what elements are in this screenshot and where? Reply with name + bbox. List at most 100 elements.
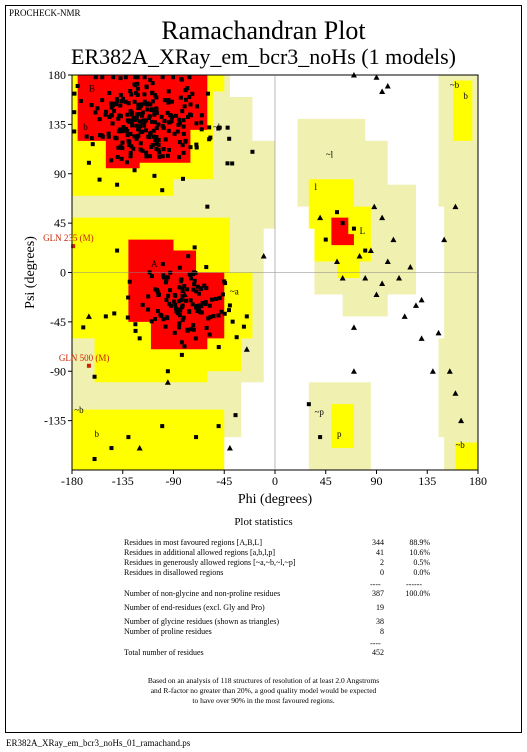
residue-point <box>138 112 143 117</box>
residue-point <box>152 173 157 178</box>
glycine-triangle <box>373 74 380 80</box>
residue-point <box>119 156 124 161</box>
residue-point <box>155 141 160 146</box>
residue-point <box>161 273 166 278</box>
residue-point <box>222 279 227 284</box>
residue-point <box>216 345 221 350</box>
residue-point <box>185 86 190 91</box>
residue-point <box>137 336 142 341</box>
statistics-row: Number of proline residues 8 <box>0 627 527 637</box>
residue-point <box>222 311 227 316</box>
glycine-triangle <box>350 368 357 374</box>
residue-point <box>92 374 97 379</box>
residue-point <box>123 75 128 80</box>
residue-point <box>216 126 221 131</box>
residue-point <box>154 95 159 100</box>
residue-point <box>363 248 368 253</box>
residue-point <box>162 119 167 124</box>
residue-point <box>115 155 120 160</box>
residue-point <box>198 310 203 315</box>
residue-point <box>129 144 134 149</box>
residue-point <box>177 265 182 270</box>
residue-point <box>193 336 198 341</box>
statistics-separator: ---- <box>370 639 381 648</box>
residue-point <box>165 110 170 115</box>
residue-point <box>225 161 230 166</box>
residue-point <box>197 303 202 308</box>
glycine-triangle <box>418 296 425 303</box>
residue-point <box>194 145 199 150</box>
residue-point <box>181 150 186 155</box>
residue-point <box>172 299 177 304</box>
residue-point <box>156 148 161 153</box>
residue-point <box>204 325 209 330</box>
residue-point <box>120 129 125 134</box>
region-label: ~b <box>450 80 460 90</box>
residue-point <box>156 122 161 127</box>
residue-point <box>160 262 165 267</box>
glycine-triangle <box>390 236 397 243</box>
residue-point <box>185 287 190 292</box>
residue-point <box>132 134 137 139</box>
residue-point <box>194 303 199 308</box>
residue-point <box>128 154 133 159</box>
residue-point <box>182 104 187 109</box>
residue-point <box>190 91 195 96</box>
residue-point <box>179 277 184 282</box>
x-tick-label: -135 <box>112 474 134 488</box>
statistics-heading: Plot statistics <box>234 516 293 528</box>
residue-point <box>165 316 170 321</box>
x-tick-label: 45 <box>320 474 332 488</box>
glycine-triangle <box>418 335 425 341</box>
residue-point <box>180 286 185 291</box>
residue-point <box>165 369 170 374</box>
region-label: ~b <box>213 122 223 132</box>
residue-point <box>135 86 140 91</box>
residue-point <box>153 287 158 292</box>
residue-point <box>145 107 150 112</box>
residue-point <box>139 103 144 108</box>
residue-point <box>181 131 186 136</box>
x-tick-label: -180 <box>61 474 83 488</box>
residue-point <box>188 102 193 107</box>
residue-point <box>110 103 115 108</box>
statistics-note: Based on an analysis of 118 structures o… <box>0 676 527 706</box>
residue-point <box>157 150 162 155</box>
residue-point <box>146 294 151 299</box>
statistics-separator: ---- <box>370 580 381 589</box>
residue-point <box>112 101 117 106</box>
residue-point <box>194 142 199 147</box>
residue-point <box>186 254 191 259</box>
residue-point <box>156 137 161 142</box>
residue-point <box>78 98 83 103</box>
residue-point <box>340 221 345 226</box>
footer-filename: ER382A_XRay_em_bcr3_noHs_01_ramachand.ps <box>6 738 191 748</box>
residue-point <box>151 134 156 139</box>
residue-point <box>177 285 182 290</box>
residue-point <box>147 135 152 140</box>
residue-point <box>110 121 115 126</box>
residue-point <box>118 76 123 81</box>
glycine-triangle <box>371 203 378 210</box>
glycine-triangle <box>226 445 233 451</box>
glycine-triangle <box>350 324 357 330</box>
residue-point <box>118 127 123 132</box>
region-label: ~b <box>74 405 84 415</box>
statistics-row: Residues in disallowed regions 0 0.0% <box>0 568 527 578</box>
residue-point <box>134 123 139 128</box>
residue-point <box>159 114 164 119</box>
residue-point <box>180 143 185 148</box>
residue-point <box>196 291 201 296</box>
residue-point <box>109 101 114 106</box>
residue-point <box>149 274 154 279</box>
residue-point <box>136 133 141 138</box>
residue-point <box>133 328 138 333</box>
glycine-triangle <box>85 313 92 319</box>
statistics-row-count: 0 <box>380 568 384 577</box>
residue-point <box>168 112 173 117</box>
residue-point <box>199 113 204 118</box>
glycine-triangle <box>379 214 386 221</box>
residue-point <box>140 129 145 134</box>
residue-point <box>208 135 213 140</box>
residue-point <box>177 140 182 145</box>
